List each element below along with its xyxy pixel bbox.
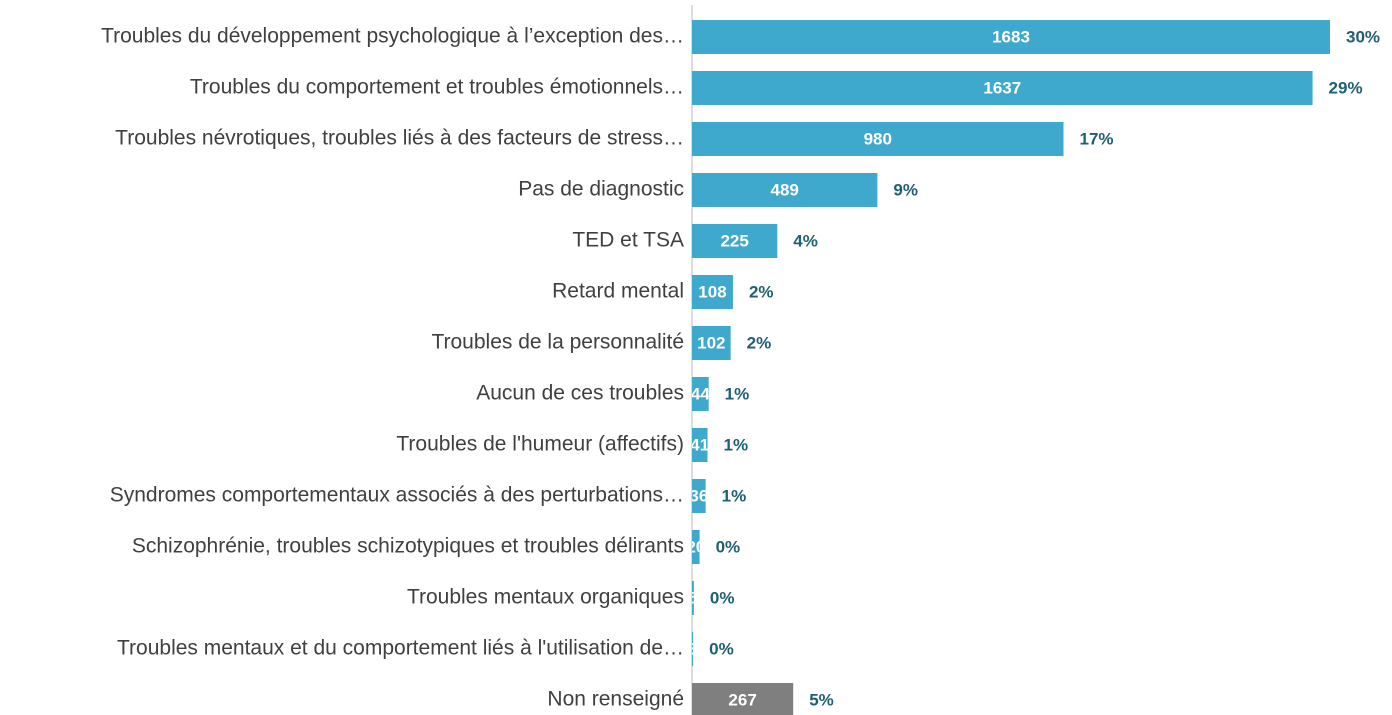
percentage-label: 9%	[893, 180, 918, 199]
category-label: Troubles de la personnalité	[431, 331, 684, 354]
category-label: Troubles du comportement et troubles émo…	[190, 76, 684, 99]
percentage-label: 17%	[1080, 129, 1114, 148]
percentage-label: 5%	[809, 690, 834, 709]
value-label: 1637	[983, 78, 1021, 97]
category-label: Troubles du développement psychologique …	[101, 25, 684, 48]
value-label: 41	[690, 435, 709, 454]
bar	[692, 428, 708, 462]
value-label: 267	[728, 690, 756, 709]
bar	[692, 122, 1064, 156]
bar	[692, 173, 878, 207]
category-label: Troubles névrotiques, troubles liés à de…	[115, 127, 684, 150]
percentage-label: 0%	[710, 588, 735, 607]
bar	[692, 479, 706, 513]
bar	[692, 71, 1313, 105]
category-label: Troubles de l'humeur (affectifs)	[396, 433, 684, 456]
percentage-label: 2%	[749, 282, 774, 301]
percentage-label: 0%	[716, 537, 741, 556]
value-label: 489	[770, 180, 798, 199]
value-label: 225	[720, 231, 748, 250]
category-label: TED et TSA	[572, 229, 684, 252]
category-label: Pas de diagnostic	[518, 178, 684, 201]
value-label: 44	[691, 384, 710, 403]
bar	[692, 683, 794, 715]
percentage-label: 1%	[724, 435, 749, 454]
value-label: 36	[689, 486, 708, 505]
category-label: Non renseigné	[547, 688, 684, 711]
category-label: Troubles mentaux et du comportement liés…	[117, 637, 684, 660]
bar	[692, 530, 700, 564]
percentage-label: 0%	[709, 639, 734, 658]
category-label: Syndromes comportementaux associés à des…	[110, 484, 684, 507]
value-label: 980	[864, 129, 892, 148]
category-label: Retard mental	[552, 280, 684, 303]
value-label: 108	[698, 282, 726, 301]
percentage-label: 2%	[747, 333, 772, 352]
category-label: Schizophrénie, troubles schizotypiques e…	[132, 535, 684, 558]
percentage-label: 1%	[722, 486, 747, 505]
bar	[692, 632, 694, 666]
percentage-label: 4%	[793, 231, 818, 250]
bar	[692, 581, 694, 615]
category-label: Aucun de ces troubles	[476, 382, 684, 405]
percentage-label: 30%	[1346, 27, 1380, 46]
value-label: 102	[697, 333, 725, 352]
value-label: 5	[688, 588, 697, 607]
value-label: 3	[688, 639, 697, 658]
bar	[692, 326, 731, 360]
bar	[692, 275, 733, 309]
bar	[692, 377, 709, 411]
bar	[692, 224, 778, 258]
value-label: 20	[686, 537, 705, 556]
category-label: Troubles mentaux organiques	[407, 586, 684, 609]
value-label: 1683	[992, 27, 1030, 46]
percentage-label: 1%	[725, 384, 750, 403]
percentage-label: 29%	[1329, 78, 1363, 97]
bar	[692, 20, 1330, 54]
